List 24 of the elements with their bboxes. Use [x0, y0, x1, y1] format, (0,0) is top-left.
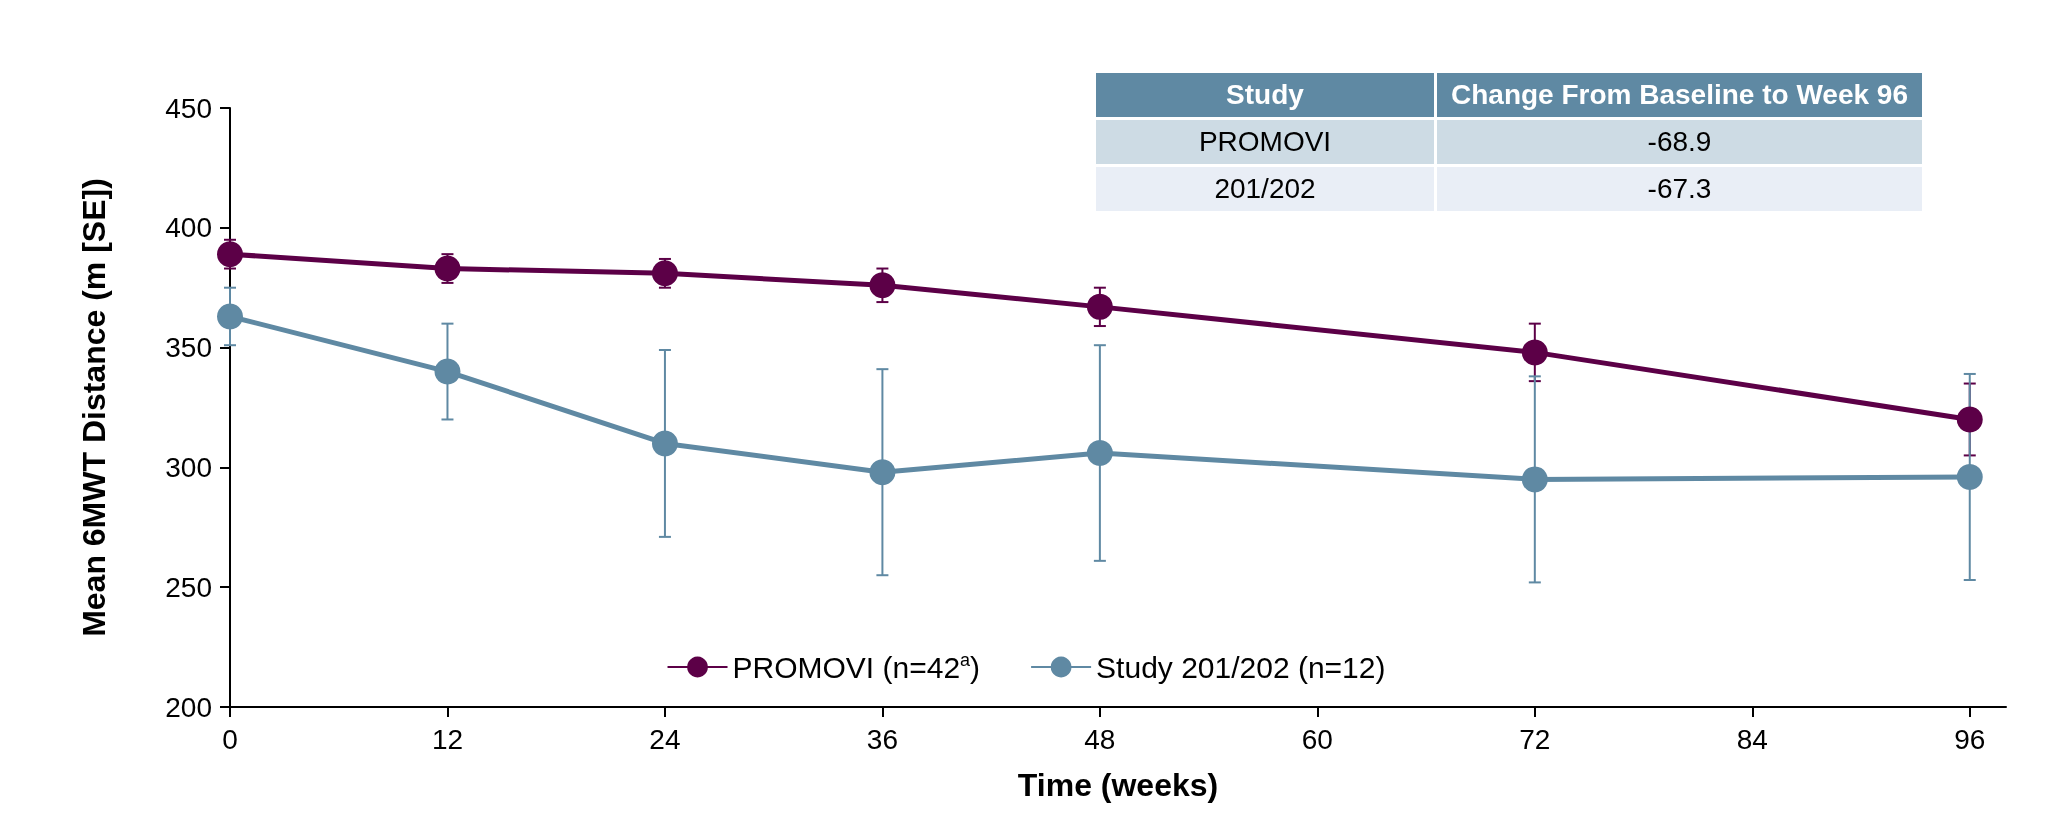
annotation: PROMOVI [1094, 118, 1436, 166]
annotation: Study [1094, 71, 1436, 119]
x-tick-label: 0 [222, 723, 238, 755]
y-tick-label: 400 [165, 212, 212, 244]
x-tick-label: 24 [649, 723, 681, 755]
annotation: 201/202 [1094, 165, 1436, 213]
annotation: -68.9 [1435, 118, 1924, 166]
legend-label: Study 201/202 (n=12) [1096, 650, 1386, 684]
annotation: -67.3 [1435, 165, 1924, 213]
annotation: Change From Baseline to Week 96 [1435, 71, 1924, 119]
y-tick-label: 200 [165, 691, 212, 723]
x-tick-label: 36 [866, 723, 898, 755]
x-axis-title: Time (weeks) [1017, 767, 1219, 803]
x-tick-label: 12 [431, 723, 464, 755]
y-tick-label: 450 [165, 92, 212, 124]
y-tick-label: 300 [165, 451, 212, 483]
x-tick-label: 72 [1519, 723, 1551, 755]
x-tick-label: 96 [1954, 723, 1986, 755]
x-tick-label: 48 [1084, 723, 1116, 755]
y-tick-label: 350 [165, 332, 212, 364]
y-tick-label: 250 [165, 571, 212, 603]
y-axis-title: Mean 6MWT Distance (m [SE]) [76, 178, 112, 637]
x-tick-label: 84 [1736, 723, 1768, 755]
x-tick-label: 60 [1301, 723, 1333, 755]
